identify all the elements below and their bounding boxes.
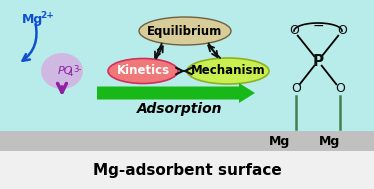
Text: Mechanism: Mechanism [191,64,265,77]
Text: 2+: 2+ [40,11,54,19]
Text: Equilibrium: Equilibrium [147,25,223,37]
Text: Mg: Mg [22,12,43,26]
Text: O: O [291,83,301,95]
Text: P: P [312,53,324,68]
Text: Mg: Mg [269,135,291,147]
FancyArrow shape [97,83,255,103]
Ellipse shape [41,53,83,89]
Bar [0,151,374,189]
Text: Kinetics: Kinetics [116,64,169,77]
Text: O: O [337,25,347,37]
Ellipse shape [187,58,269,84]
Ellipse shape [139,17,231,45]
Text: 4: 4 [68,68,73,77]
Text: −: − [312,19,324,33]
Bar [0,131,374,151]
Text: O: O [289,25,299,37]
Text: 3-: 3- [73,64,82,74]
Text: Adsorption: Adsorption [137,102,223,116]
Text: Mg: Mg [319,135,341,147]
Ellipse shape [108,59,178,84]
Text: O: O [335,83,345,95]
Bar [0,0,374,151]
Text: Mg-adsorbent surface: Mg-adsorbent surface [93,163,281,178]
Text: PO: PO [58,66,74,76]
